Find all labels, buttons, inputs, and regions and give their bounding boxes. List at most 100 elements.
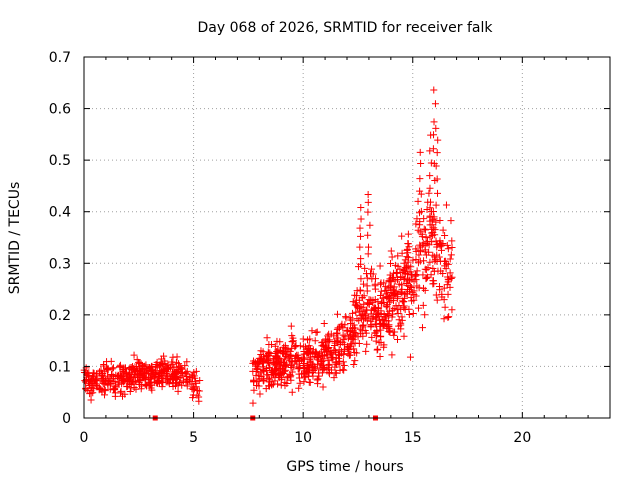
data-point: [151, 373, 159, 381]
data-point: [287, 352, 295, 360]
data-point: [340, 361, 348, 369]
data-point: [421, 226, 429, 234]
data-point: [398, 316, 406, 324]
data-point: [387, 275, 395, 283]
data-point: [87, 377, 95, 385]
data-points: [80, 86, 456, 407]
data-point: [427, 198, 435, 206]
data-point: [426, 204, 434, 212]
data-point: [122, 376, 130, 384]
data-point: [288, 388, 296, 396]
data-point: [398, 281, 406, 289]
data-point: [103, 364, 111, 372]
data-point: [429, 251, 437, 259]
data-point: [317, 356, 325, 364]
data-point: [405, 305, 413, 313]
data-point: [111, 386, 119, 394]
data-point: [357, 215, 365, 223]
data-point: [286, 351, 294, 359]
data-point: [283, 379, 291, 387]
data-point: [426, 172, 434, 180]
data-point: [350, 345, 358, 353]
data-point: [430, 215, 438, 223]
data-point: [423, 274, 431, 282]
data-point: [386, 282, 394, 290]
data-point: [433, 175, 441, 183]
data-point: [421, 286, 429, 294]
data-point: [352, 296, 360, 304]
data-point: [426, 212, 434, 220]
data-point: [436, 216, 444, 224]
data-point: [344, 350, 352, 358]
data-point: [412, 247, 420, 255]
data-point: [146, 375, 154, 383]
data-point: [426, 258, 434, 266]
data-point: [387, 247, 395, 255]
data-point: [131, 377, 139, 385]
data-point: [448, 306, 456, 314]
data-point: [355, 305, 363, 313]
y-tick-label: 0.5: [49, 153, 71, 169]
data-point: [165, 375, 173, 383]
data-point: [272, 353, 280, 361]
data-point: [419, 271, 427, 279]
data-point: [365, 296, 373, 304]
y-tick-label: 0.7: [49, 50, 71, 66]
data-point: [320, 319, 328, 327]
data-point: [95, 368, 103, 376]
data-point: [377, 287, 385, 295]
data-point: [100, 361, 108, 369]
data-point: [430, 86, 438, 94]
data-point: [331, 347, 339, 355]
data-point: [383, 286, 391, 294]
y-tick-label: 0.2: [49, 308, 71, 324]
data-point: [276, 338, 284, 346]
data-point: [429, 280, 437, 288]
data-point: [331, 369, 339, 377]
data-point: [360, 292, 368, 300]
data-point: [403, 245, 411, 253]
data-point: [377, 279, 385, 287]
data-point: [157, 355, 165, 363]
data-point: [445, 313, 453, 321]
data-point: [142, 369, 150, 377]
data-point: [406, 353, 414, 361]
data-point: [417, 190, 425, 198]
data-point: [333, 325, 341, 333]
data-point: [377, 307, 385, 315]
data-point: [308, 363, 316, 371]
data-point: [397, 305, 405, 313]
data-point: [394, 275, 402, 283]
data-point: [409, 309, 417, 317]
x-tick-label: 10: [294, 430, 312, 446]
data-point: [408, 297, 416, 305]
data-point: [189, 383, 197, 391]
data-point: [376, 280, 384, 288]
data-point: [441, 303, 449, 311]
data-point: [421, 311, 429, 319]
data-point: [351, 357, 359, 365]
data-point: [82, 385, 90, 393]
data-point: [313, 360, 321, 368]
data-point: [319, 364, 327, 372]
data-point: [313, 328, 321, 336]
data-point: [425, 241, 433, 249]
data-point: [379, 316, 387, 324]
data-point: [394, 309, 402, 317]
data-point: [387, 284, 395, 292]
data-point: [363, 274, 371, 282]
data-point: [433, 241, 441, 249]
data-point: [441, 262, 449, 270]
y-tick-label: 0.6: [49, 102, 71, 118]
data-point: [333, 310, 341, 318]
data-point: [348, 309, 356, 317]
data-point: [400, 304, 408, 312]
data-point: [389, 328, 397, 336]
data-point: [413, 267, 421, 275]
data-point: [357, 275, 365, 283]
data-point: [367, 322, 375, 330]
data-point: [174, 387, 182, 395]
data-point: [383, 301, 391, 309]
data-point: [394, 252, 402, 260]
